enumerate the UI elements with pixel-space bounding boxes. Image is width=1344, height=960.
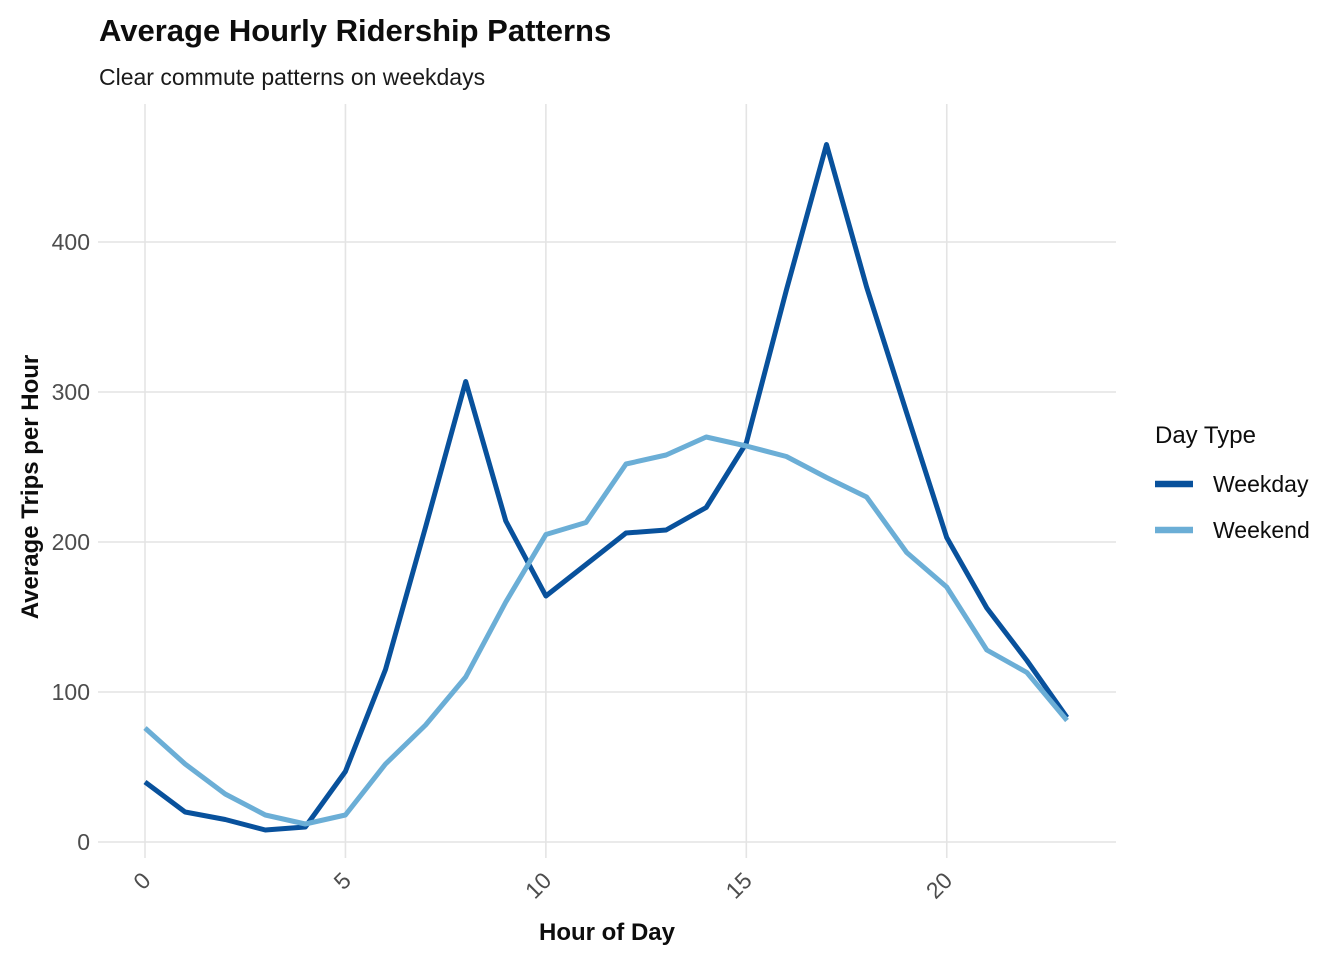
weekend-line [143, 434, 1069, 827]
x-tick-label-0: 0 [128, 867, 155, 894]
x-tick-label-15: 15 [720, 867, 756, 903]
y-axis-title: Average Trips per Hour [17, 355, 44, 620]
x-axis-title: Hour of Day [539, 919, 676, 946]
legend-label-weekday: Weekday [1213, 471, 1309, 497]
x-tick-label-20: 20 [921, 867, 957, 903]
chart-title: Average Hourly Ridership Patterns [99, 13, 611, 48]
legend-entries: Weekday Weekend [1155, 471, 1310, 543]
y-tick-label-400: 400 [52, 229, 90, 255]
legend: Day Type Weekday Weekend [1155, 422, 1310, 543]
chart-subtitle: Clear commute patterns on weekdays [99, 64, 485, 90]
legend-entry-weekend: Weekend [1155, 517, 1310, 543]
data-series-lines [143, 142, 1070, 833]
legend-entry-weekday: Weekday [1155, 471, 1309, 497]
y-tick-label-100: 100 [52, 679, 90, 705]
x-tick-label-5: 5 [329, 867, 356, 894]
y-tick-label-0: 0 [77, 829, 90, 855]
gridlines [98, 104, 1116, 858]
y-tick-label-300: 300 [52, 379, 90, 405]
y-tick-label-200: 200 [52, 529, 90, 555]
y-axis-tick-labels: 0 100 200 300 400 [52, 229, 90, 855]
x-axis-tick-labels: 0 5 10 15 20 [128, 867, 957, 903]
weekday-line [143, 142, 1070, 833]
legend-label-weekend: Weekend [1213, 517, 1310, 543]
x-tick-label-10: 10 [520, 867, 556, 903]
legend-title: Day Type [1155, 422, 1256, 449]
